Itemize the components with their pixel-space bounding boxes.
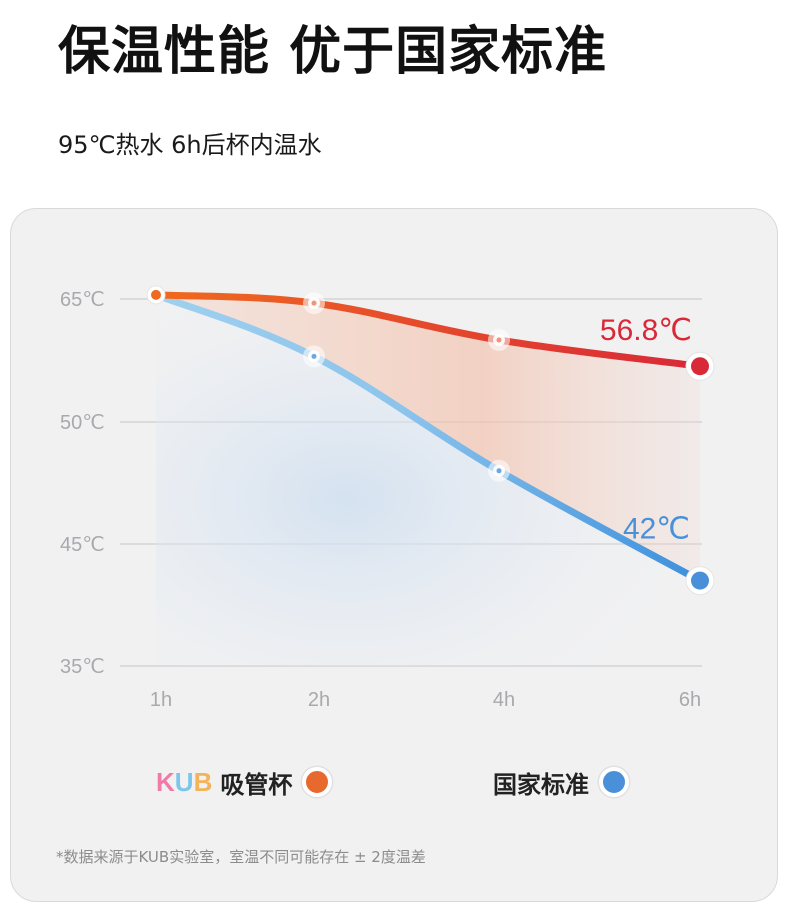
data-point-standard <box>488 459 510 482</box>
legend-dot-standard <box>599 767 629 797</box>
data-point-standard <box>303 345 325 368</box>
data-label-standard-end: 42℃ <box>623 513 690 546</box>
data-point-standard <box>685 566 715 596</box>
page-subtitle: 95℃热水 6h后杯内温水 <box>58 131 322 159</box>
x-tick-label: 6h <box>679 689 701 711</box>
legend-dot-cup <box>302 767 333 797</box>
data-point-cup <box>685 351 715 381</box>
y-tick-label: 50℃ <box>60 412 105 434</box>
y-tick-label: 35℃ <box>60 656 105 678</box>
x-tick-label: 2h <box>308 689 330 711</box>
data-label-cup-end: 56.8℃ <box>600 314 692 347</box>
series-line-cup <box>152 291 704 370</box>
data-point-cup <box>146 285 166 305</box>
x-tick-label: 1h <box>150 689 172 711</box>
page-title: 保温性能 优于国家标准 <box>58 22 608 82</box>
y-tick-label: 45℃ <box>60 534 105 556</box>
data-point-cup <box>303 292 325 315</box>
difference-area-fill <box>156 294 700 581</box>
series-line-standard <box>152 291 704 585</box>
y-tick-label: 65℃ <box>60 289 105 311</box>
x-tick-label: 4h <box>493 689 515 711</box>
data-point-cup <box>488 329 510 351</box>
legend-item-standard: 国家标准 <box>493 762 629 802</box>
legend-label-standard: 国家标准 <box>493 770 589 799</box>
standard-area-fill <box>156 294 700 666</box>
legend-label-cup: 吸管杯 <box>220 770 293 799</box>
footnote: *数据来源于KUB实验室，室温不同可能存在 ± 2度温差 <box>56 848 426 866</box>
